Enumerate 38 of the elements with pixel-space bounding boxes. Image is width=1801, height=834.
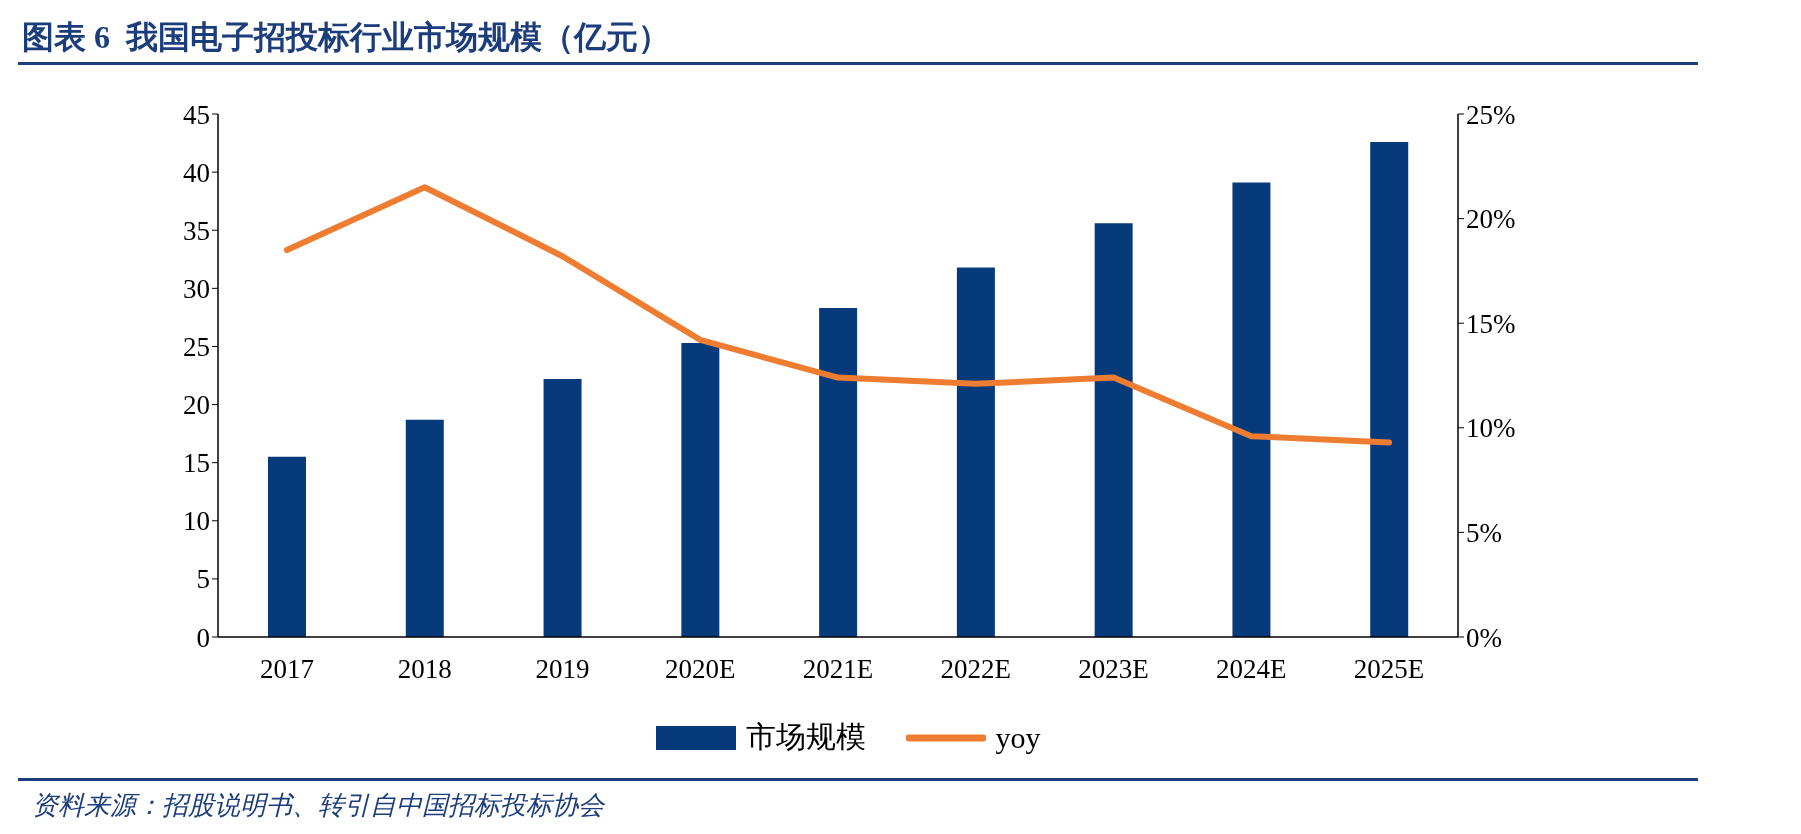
legend-label: yoy — [995, 720, 1041, 755]
x-tick-label: 2017 — [259, 654, 314, 685]
bar — [405, 419, 444, 637]
y-tick-label: 0 — [196, 622, 210, 653]
bar — [1370, 141, 1409, 637]
bar — [543, 378, 582, 637]
x-tick-label: 2024E — [1216, 654, 1287, 685]
bar — [268, 456, 306, 637]
x-tick-label: 2023E — [1078, 654, 1149, 685]
y2-tick-label: 25% — [1466, 99, 1516, 130]
bar — [681, 342, 720, 637]
legend-label: 市场规模 — [745, 719, 866, 755]
y2-tick-label: 0% — [1466, 622, 1502, 653]
bar — [1232, 182, 1271, 637]
x-tick-label: 2025E — [1353, 654, 1425, 685]
bar — [1094, 223, 1133, 637]
y-tick-label: 35 — [183, 215, 210, 246]
text: 资料来源：招股说明书、转引自中国招标投标协会 — [32, 790, 604, 822]
y2-tick-label: 15% — [1466, 308, 1516, 339]
x-tick-label: 2020E — [664, 654, 736, 685]
y-tick-label: 30 — [183, 273, 210, 304]
y-tick-label: 5 — [196, 564, 210, 595]
y2-tick-label: 10% — [1466, 413, 1516, 444]
x-tick-label: 2019 — [535, 654, 590, 685]
x-tick-label: 2018 — [397, 654, 452, 685]
y2-tick-label: 5% — [1466, 517, 1502, 548]
y-tick-label: 20 — [183, 390, 210, 421]
bar — [819, 308, 858, 637]
y-tick-label: 25 — [183, 332, 210, 363]
y-tick-label: 45 — [183, 99, 210, 130]
y-tick-label: 10 — [183, 506, 210, 537]
y-tick-label: 40 — [183, 157, 210, 188]
y2-tick-label: 20% — [1466, 204, 1516, 235]
chart-title: 图表 6 我国电子招投标行业市场规模（亿元） — [22, 18, 670, 57]
y-tick-label: 15 — [183, 448, 210, 479]
x-tick-label: 2022E — [940, 654, 1012, 685]
bar — [956, 267, 995, 637]
x-tick-label: 2021E — [802, 654, 874, 685]
